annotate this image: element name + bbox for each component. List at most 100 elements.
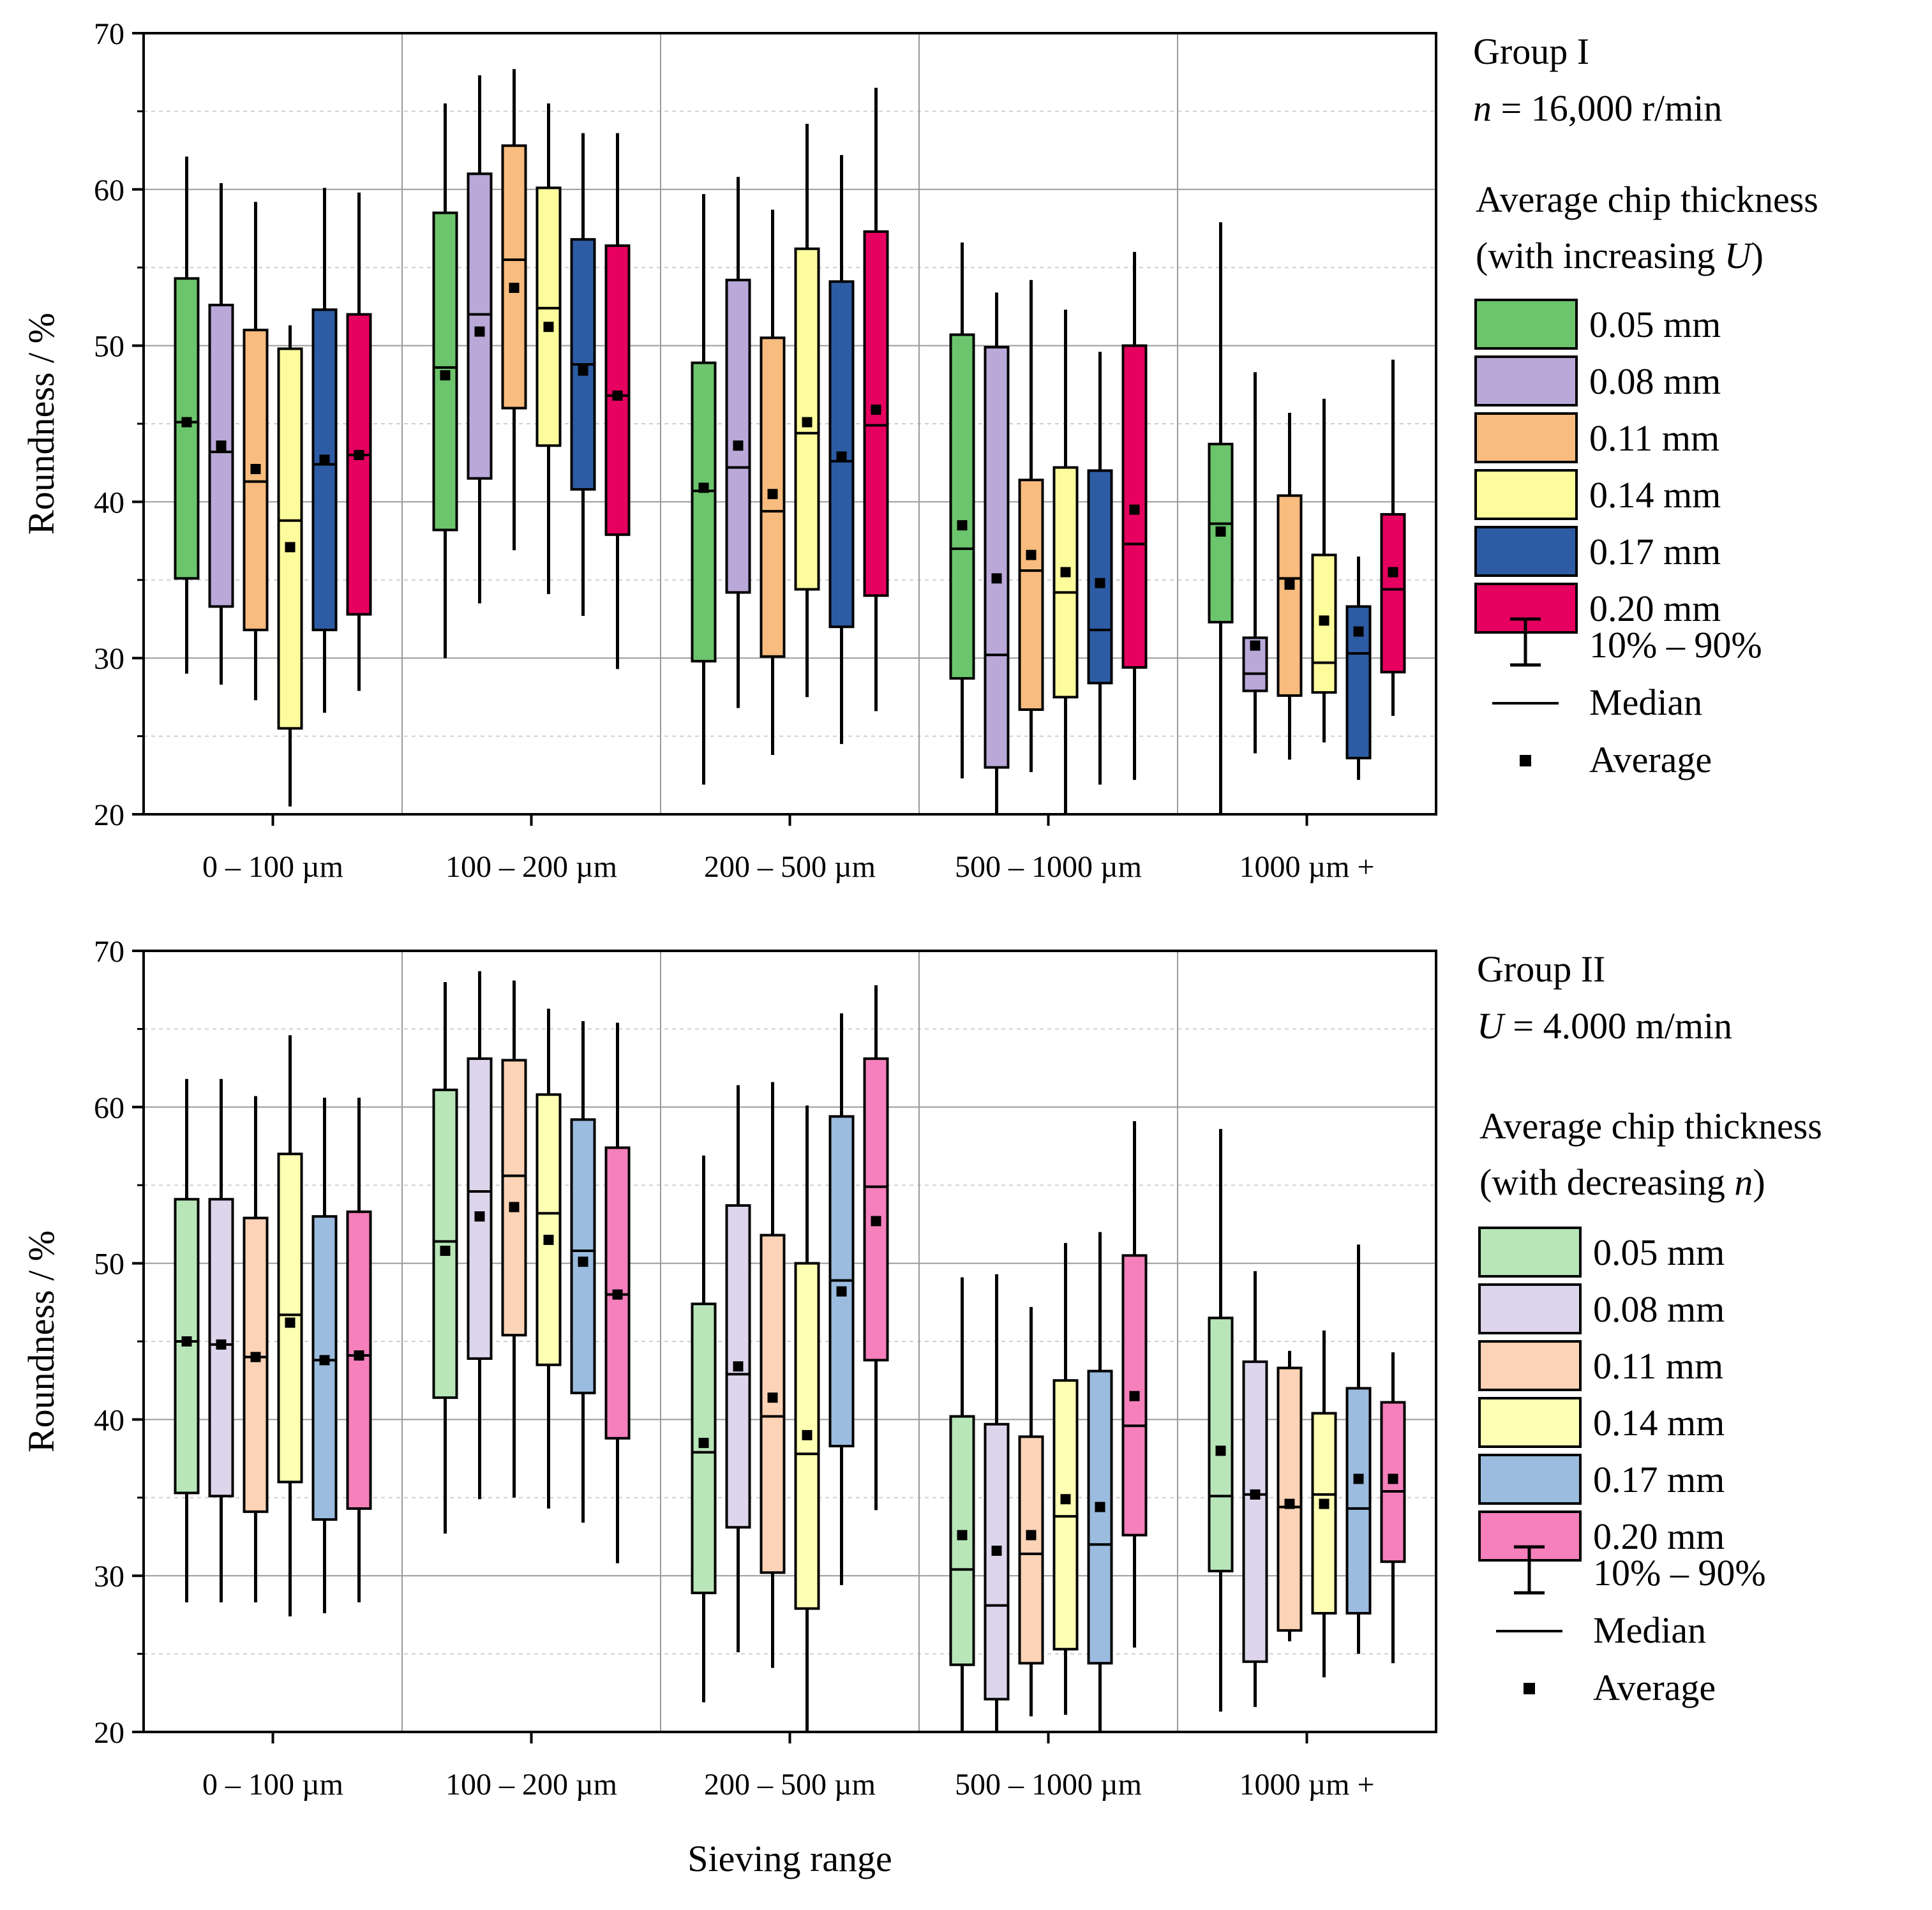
y-tick-label: 20	[94, 798, 124, 832]
mean-marker	[474, 326, 485, 337]
mean-marker	[543, 322, 554, 332]
box-0.08mm-cat1	[467, 971, 493, 1500]
x-tick-label: 200 – 500 µm	[704, 1768, 876, 1802]
box-iqr	[501, 1059, 527, 1337]
box-iqr	[984, 1422, 1010, 1701]
mean-marker	[1026, 1530, 1037, 1541]
box-0.05mm-cat2	[691, 194, 717, 785]
box-0.17mm-cat1	[570, 1021, 596, 1523]
box-0.17mm-cat0	[311, 1098, 338, 1613]
mean-marker	[1095, 578, 1105, 588]
box-0.05mm-cat0	[174, 156, 200, 674]
x-tick-label: 500 – 1000 µm	[955, 850, 1142, 884]
box-0.05mm-cat1	[432, 103, 458, 659]
group-subtitle: n = 16,000 r/min	[1473, 87, 1722, 129]
legend-label: 0.11 mm	[1593, 1345, 1723, 1387]
mean-marker	[1026, 549, 1037, 560]
box-iqr	[725, 1204, 751, 1529]
box-iqr	[1052, 466, 1079, 699]
box-iqr	[1018, 1435, 1044, 1665]
mean-marker	[319, 1355, 330, 1366]
mean-marker	[440, 1246, 451, 1257]
box-iqr	[691, 361, 717, 663]
mean-marker	[767, 489, 778, 500]
y-tick-label: 40	[94, 486, 124, 519]
box-iqr	[311, 308, 338, 632]
box-0.11mm-cat2	[760, 1082, 786, 1668]
legend-label: 0.14 mm	[1589, 474, 1721, 516]
box-0.08mm-cat3	[984, 1274, 1010, 1732]
legend-median-label: Median	[1593, 1609, 1706, 1651]
mean-marker	[1215, 1445, 1226, 1456]
mean-marker	[578, 365, 588, 376]
mean-marker	[1353, 626, 1364, 637]
box-iqr	[208, 303, 234, 608]
box-iqr	[243, 329, 269, 632]
mean-marker	[1319, 1498, 1329, 1509]
mean-marker	[250, 1352, 261, 1362]
legend-label: 0.05 mm	[1593, 1232, 1725, 1273]
legend-title-line1: Average chip thickness	[1476, 179, 1818, 220]
mean-marker	[871, 1216, 881, 1227]
box-0.20mm-cat2	[863, 87, 889, 712]
legend-median-label: Median	[1589, 682, 1702, 723]
mean-marker	[733, 440, 744, 451]
legend-label: 0.17 mm	[1589, 531, 1721, 572]
box-iqr	[1052, 1379, 1079, 1651]
mean-marker	[1353, 1474, 1364, 1484]
mean-marker	[216, 440, 227, 451]
x-tick-label: 100 – 200 µm	[446, 1768, 617, 1802]
mean-marker	[1129, 1391, 1140, 1401]
legend-swatch	[1478, 1454, 1582, 1505]
box-0.14mm-cat0	[277, 1035, 303, 1616]
box-0.11mm-cat1	[501, 69, 527, 551]
box-0.20mm-cat4	[1380, 359, 1406, 716]
mean-marker	[181, 417, 192, 428]
box-iqr	[346, 313, 372, 616]
box-0.14mm-cat2	[794, 123, 820, 698]
box-0.17mm-cat4	[1345, 556, 1372, 780]
box-iqr	[1018, 479, 1044, 711]
mean-marker	[836, 1286, 847, 1297]
box-0.08mm-cat4	[1242, 372, 1268, 754]
mean-marker	[250, 463, 261, 474]
box-0.11mm-cat0	[243, 1096, 269, 1602]
box-iqr	[984, 346, 1010, 769]
box-0.08mm-cat3	[984, 292, 1010, 814]
box-0.05mm-cat0	[174, 1078, 200, 1602]
box-0.20mm-cat3	[1121, 251, 1148, 780]
legend-average-label: Average	[1589, 739, 1712, 780]
box-0.17mm-cat4	[1345, 1244, 1372, 1654]
group-title: Group II	[1477, 948, 1605, 990]
box-iqr	[432, 1088, 458, 1399]
box-iqr	[863, 1057, 889, 1362]
box-0.17mm-cat2	[828, 154, 855, 744]
mean-marker	[181, 1336, 192, 1347]
chart-panel-1: 20 30 40 50 60 70 0 – 100 µm 100 – 200 µm 200 – …	[20, 17, 1818, 884]
box-0.20mm-cat0	[346, 1098, 372, 1602]
box-0.14mm-cat3	[1052, 310, 1079, 814]
mean-marker	[319, 454, 330, 465]
legend-title-line2: (with increasing U)	[1476, 235, 1764, 276]
x-axis-label: Sieving range	[687, 1838, 892, 1879]
legend-average-symbol	[1520, 755, 1531, 766]
mean-marker	[1319, 615, 1329, 626]
legend-average-symbol	[1524, 1683, 1535, 1694]
legend-label: 0.17 mm	[1593, 1459, 1725, 1500]
box-iqr	[1087, 1369, 1113, 1665]
box-0.17mm-cat0	[311, 188, 338, 713]
box-iqr	[949, 1415, 975, 1666]
y-tick-label: 20	[94, 1716, 124, 1750]
box-iqr	[243, 1216, 269, 1513]
mean-marker	[354, 449, 364, 460]
x-tick-label: 100 – 200 µm	[446, 850, 617, 884]
box-iqr	[535, 1093, 562, 1366]
mean-marker	[1284, 579, 1295, 590]
box-iqr	[1087, 469, 1113, 685]
box-iqr	[1380, 512, 1406, 674]
y-tick-label: 60	[94, 174, 124, 207]
legend-label: 0.05 mm	[1589, 304, 1721, 345]
box-0.20mm-cat4	[1380, 1352, 1406, 1664]
box-iqr	[501, 144, 527, 410]
